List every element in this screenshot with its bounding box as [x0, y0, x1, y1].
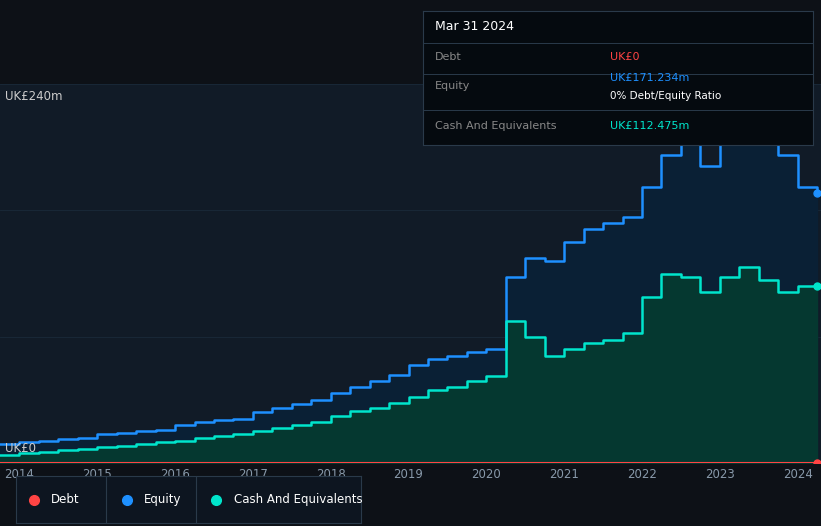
Text: Equity: Equity	[434, 80, 470, 90]
Text: Equity: Equity	[144, 493, 181, 506]
Text: UK£112.475m: UK£112.475m	[610, 121, 690, 131]
Text: 0% Debt/Equity Ratio: 0% Debt/Equity Ratio	[610, 92, 722, 102]
Text: Debt: Debt	[434, 53, 461, 63]
Text: UK£0: UK£0	[6, 442, 36, 455]
Text: Cash And Equivalents: Cash And Equivalents	[434, 121, 556, 131]
Text: Mar 31 2024: Mar 31 2024	[434, 20, 513, 33]
Text: Debt: Debt	[51, 493, 80, 506]
Text: UK£0: UK£0	[610, 53, 640, 63]
Text: UK£171.234m: UK£171.234m	[610, 73, 690, 83]
Text: Cash And Equivalents: Cash And Equivalents	[234, 493, 362, 506]
Text: UK£240m: UK£240m	[6, 90, 63, 104]
